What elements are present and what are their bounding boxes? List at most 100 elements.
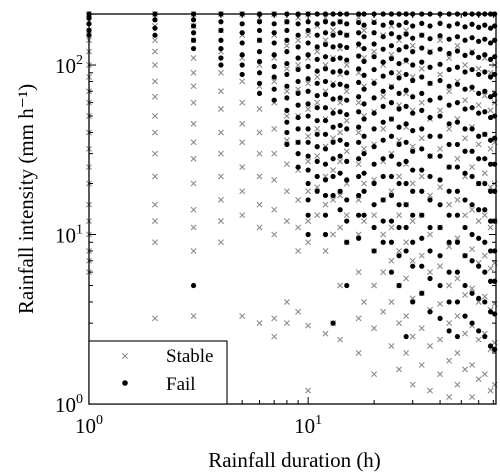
fail-point — [454, 269, 461, 275]
stable-point — [403, 313, 410, 320]
stable-point — [371, 48, 378, 55]
fail-point — [419, 290, 425, 296]
stable-point — [446, 88, 453, 95]
fail-point — [337, 109, 343, 115]
fail-point — [446, 164, 452, 170]
stable-point — [256, 106, 263, 113]
fail-point — [482, 180, 488, 187]
stable-point — [283, 113, 290, 120]
fail-point — [482, 36, 488, 42]
stable-point — [283, 218, 290, 225]
stable-point — [283, 65, 290, 72]
stable-point — [475, 102, 482, 109]
fail-point — [403, 139, 409, 145]
fail-point — [437, 224, 443, 231]
fail-point — [271, 30, 277, 36]
fail-point — [330, 32, 336, 38]
fail-point — [314, 105, 320, 111]
fail-point — [330, 69, 336, 75]
fail-point — [361, 45, 367, 52]
fail-point — [446, 269, 452, 275]
stable-point — [295, 196, 302, 203]
stable-point — [217, 173, 224, 180]
fail-point — [361, 58, 367, 65]
fail-point — [462, 106, 468, 112]
stable-point — [256, 201, 263, 208]
fail-point — [295, 126, 301, 132]
fail-point — [427, 224, 433, 231]
fail-point — [388, 19, 395, 26]
fail-point — [314, 32, 320, 38]
stable-point — [446, 201, 453, 208]
fail-point — [388, 56, 395, 62]
fail-point — [256, 37, 263, 43]
stable-point — [403, 27, 410, 34]
fail-point — [410, 148, 416, 154]
fail-point — [239, 21, 245, 27]
fail-point — [396, 180, 402, 187]
stable-point — [151, 78, 158, 85]
stable-point — [481, 212, 488, 219]
stable-point — [295, 247, 302, 254]
fail-point — [476, 156, 482, 162]
fail-point — [476, 295, 482, 301]
fail-point — [356, 41, 362, 47]
fail-point — [482, 131, 488, 137]
fail-point — [388, 31, 395, 37]
fail-point — [454, 64, 461, 70]
fail-point — [462, 86, 468, 92]
stable-point — [361, 145, 368, 152]
stable-point — [322, 62, 329, 69]
fail-point — [271, 63, 277, 70]
fail-point — [361, 34, 367, 40]
fail-point — [388, 70, 395, 76]
fail-point — [403, 103, 409, 109]
fail-point — [337, 137, 343, 143]
fail-point — [410, 239, 416, 245]
stable-point — [462, 212, 469, 219]
fail-point — [482, 299, 488, 305]
fail-point — [337, 188, 343, 194]
fail-point — [469, 320, 475, 326]
fail-point — [218, 55, 224, 61]
fail-point — [356, 53, 362, 59]
fail-point — [371, 80, 377, 86]
fail-point — [371, 180, 377, 187]
fail-point — [469, 21, 475, 27]
stable-point — [396, 69, 403, 76]
stable-point — [151, 93, 158, 100]
fail-point — [330, 110, 336, 116]
stable-point — [355, 349, 362, 356]
fail-point — [446, 83, 452, 89]
fail-point — [152, 32, 158, 38]
stable-point — [409, 333, 416, 340]
stable-point — [409, 257, 416, 264]
fail-point — [476, 90, 482, 97]
fail-point — [380, 73, 386, 79]
legend-box — [88, 340, 228, 405]
fail-point — [476, 133, 482, 139]
fail-point — [454, 21, 461, 27]
stable-point — [371, 325, 378, 332]
fail-point — [469, 84, 475, 90]
fail-point — [476, 328, 482, 334]
fail-point — [314, 80, 320, 86]
fail-point — [271, 52, 277, 58]
axes-frame — [88, 13, 497, 405]
stable-point — [217, 129, 224, 136]
fail-point — [218, 19, 224, 25]
fail-point — [437, 95, 443, 101]
stable-point — [396, 247, 403, 254]
stable-point — [469, 393, 476, 400]
stable-point — [454, 155, 461, 162]
stable-point — [409, 42, 416, 49]
fail-point — [190, 30, 197, 36]
fail-point — [427, 80, 433, 86]
stable-point — [343, 117, 350, 124]
fail-point — [410, 128, 416, 134]
fail-point — [305, 167, 311, 173]
fail-point — [396, 90, 402, 97]
fail-point — [446, 121, 452, 127]
stable-point — [409, 218, 416, 225]
fail-point — [322, 146, 329, 152]
